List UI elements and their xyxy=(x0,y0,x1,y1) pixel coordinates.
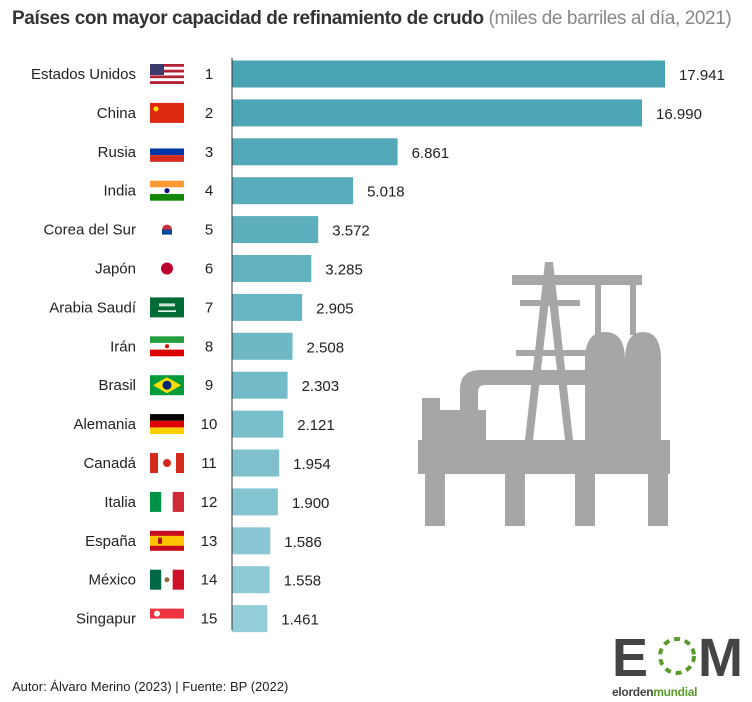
rank-label: 7 xyxy=(205,299,213,316)
bar-estados-unidos xyxy=(232,60,665,88)
title-subtitle: (miles de barriles al día, 2021) xyxy=(488,8,732,29)
flag-de-icon xyxy=(150,414,184,435)
category-label: Corea del Sur xyxy=(43,222,136,239)
bar-brasil xyxy=(232,371,288,399)
bar-corea-del-sur xyxy=(232,216,319,244)
value-label: 1.461 xyxy=(281,612,319,629)
flag-kr-icon xyxy=(150,219,184,240)
value-label: 1.558 xyxy=(284,573,322,590)
bar-arabia-saudí xyxy=(232,293,303,321)
category-label: Arabia Saudí xyxy=(49,299,137,316)
value-label: 3.572 xyxy=(332,223,370,240)
bar-canadá xyxy=(232,449,280,477)
value-label: 1.954 xyxy=(293,456,331,473)
flag-br-icon xyxy=(150,375,184,396)
category-label: China xyxy=(97,105,137,122)
eom-logo: E M elordenmundial xyxy=(612,628,743,699)
svg-text:M: M xyxy=(698,632,742,680)
value-label: 3.285 xyxy=(325,262,363,279)
chart-title: Países con mayor capacidad de refinamien… xyxy=(12,8,732,30)
flag-cn-icon xyxy=(150,102,184,123)
source-footer: Autor: Álvaro Merino (2023) | Fuente: BP… xyxy=(12,679,289,694)
rank-label: 13 xyxy=(201,533,218,550)
logo-url: elordenmundial xyxy=(612,685,698,699)
rank-label: 9 xyxy=(205,377,213,394)
rank-label: 2 xyxy=(205,105,213,122)
flag-in-icon xyxy=(150,180,184,201)
category-label: India xyxy=(103,183,136,200)
title-main: Países con mayor capacidad de refinamien… xyxy=(12,8,484,29)
bar-españa xyxy=(232,527,271,555)
value-label: 2.508 xyxy=(307,339,345,356)
bar-irán xyxy=(232,332,293,360)
rank-label: 6 xyxy=(205,261,213,278)
flag-sg-icon xyxy=(150,608,184,629)
category-label: España xyxy=(85,533,137,550)
flag-mx-icon xyxy=(150,569,184,590)
bar-singapur xyxy=(232,605,268,633)
category-label: Canadá xyxy=(83,455,136,472)
rank-label: 12 xyxy=(201,494,218,511)
category-label: Singapur xyxy=(76,611,136,628)
rank-label: 3 xyxy=(205,144,213,161)
bar-méxico xyxy=(232,566,270,594)
flag-es-icon xyxy=(150,530,184,551)
category-label: Italia xyxy=(104,494,136,511)
bar-alemania xyxy=(232,410,284,438)
rank-label: 8 xyxy=(205,338,213,355)
rank-label: 5 xyxy=(205,222,213,239)
bar-rusia xyxy=(232,138,398,166)
category-label: Irán xyxy=(110,338,136,355)
rank-label: 14 xyxy=(201,572,218,589)
rank-label: 15 xyxy=(201,611,218,628)
category-label: Rusia xyxy=(98,144,137,161)
value-label: 17.941 xyxy=(679,67,725,84)
category-label: Japón xyxy=(95,261,136,278)
rank-label: 1 xyxy=(205,66,213,83)
value-label: 1.900 xyxy=(292,495,330,512)
value-label: 2.905 xyxy=(316,300,354,317)
refinery-icon xyxy=(418,262,670,526)
bar-japón xyxy=(232,255,312,282)
value-label: 5.018 xyxy=(367,184,405,201)
value-label: 2.121 xyxy=(297,417,335,434)
category-label: Alemania xyxy=(73,416,136,433)
category-label: Estados Unidos xyxy=(31,66,136,83)
bar-india xyxy=(232,177,354,205)
svg-text:E: E xyxy=(612,632,648,680)
flag-ir-icon xyxy=(150,336,184,357)
category-label: México xyxy=(88,572,136,589)
flag-ca-icon xyxy=(150,453,184,473)
rank-label: 10 xyxy=(201,416,218,433)
bar-china xyxy=(232,99,643,127)
category-label: Brasil xyxy=(98,377,136,394)
flag-us-icon xyxy=(150,64,184,84)
flag-ru-icon xyxy=(150,141,184,162)
flag-jp-icon xyxy=(150,258,184,279)
flag-it-icon xyxy=(150,491,184,512)
value-label: 2.303 xyxy=(302,378,340,395)
value-label: 1.586 xyxy=(284,534,322,551)
rank-label: 11 xyxy=(201,455,217,472)
flag-sa-icon xyxy=(150,297,184,318)
value-label: 6.861 xyxy=(412,145,450,162)
value-label: 16.990 xyxy=(656,106,702,123)
bar-italia xyxy=(232,488,278,516)
rank-label: 4 xyxy=(205,183,213,200)
eom-logo-mark: E M xyxy=(612,628,743,688)
